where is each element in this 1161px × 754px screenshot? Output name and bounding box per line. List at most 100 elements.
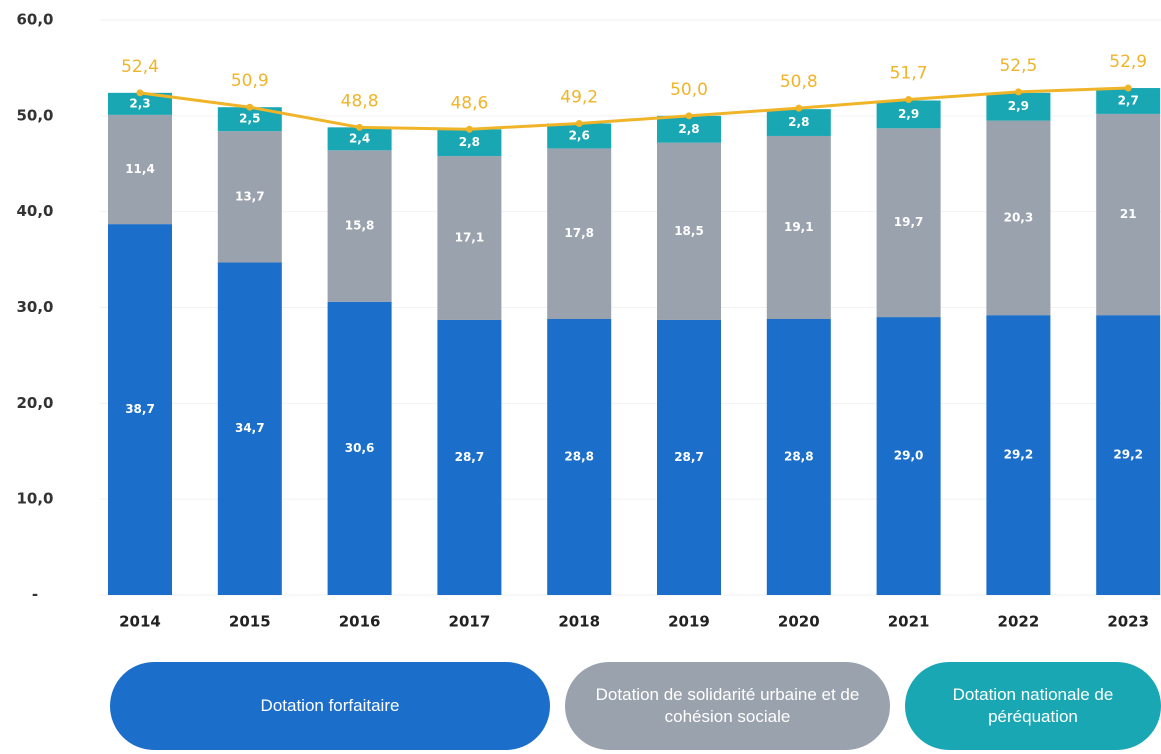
y-tick-label: 10,0: [16, 490, 53, 508]
bar-segment: [766, 135, 831, 319]
bar-segment: [547, 123, 612, 149]
value-label: 29,2: [1004, 448, 1034, 462]
x-tick-label: 2023: [1107, 613, 1149, 631]
x-tick-label: 2019: [668, 613, 710, 631]
total-label: 50,8: [780, 72, 818, 92]
value-label: 29,0: [894, 449, 924, 463]
total-point: [246, 103, 254, 111]
bar-segment: [657, 142, 721, 320]
total-line: [139, 86, 1129, 131]
value-label: 28,7: [674, 450, 704, 464]
value-label: 28,7: [455, 450, 485, 464]
total-label: 52,5: [999, 56, 1037, 76]
value-label: 30,6: [345, 441, 375, 455]
value-label: 2,8: [459, 135, 480, 149]
bar-segment: [1096, 88, 1161, 114]
total-label: 52,4: [121, 57, 159, 77]
bar-segment: [108, 92, 172, 115]
y-tick-label: 30,0: [16, 298, 53, 316]
legend-entry: Dotation de solidarité urbaine et de coh…: [565, 662, 890, 750]
bar-segment: [986, 92, 1051, 121]
total-point: [795, 104, 803, 112]
bar-segment: [876, 100, 941, 129]
total-point: [685, 112, 693, 120]
y-tick-label: 20,0: [16, 394, 53, 412]
total-point: [465, 125, 473, 133]
x-tick-label: 2016: [339, 613, 381, 631]
total-label: 52,9: [1109, 52, 1147, 72]
total-point: [136, 89, 144, 97]
x-tick-label: 2015: [229, 613, 271, 631]
x-tick-label: 2014: [119, 613, 161, 631]
bar-segment: [217, 262, 282, 595]
total-label: 49,2: [560, 88, 598, 108]
total-point: [575, 120, 583, 127]
value-label: 17,1: [455, 231, 485, 245]
total-point: [1014, 88, 1022, 96]
bar-segment: [327, 127, 392, 151]
chart: - 10,0 20,0 30,0 40,0 50,0 60,0 38,7 11,4 2,3 2014…: [16, 11, 1161, 631]
value-label: 2,9: [898, 107, 919, 121]
bar-segment: [437, 319, 502, 595]
bar-segment: [657, 115, 721, 143]
bar-segment: [766, 319, 831, 595]
y-tick-label: -: [32, 586, 38, 604]
bar-segment: [1096, 315, 1161, 595]
bar-segment: [437, 129, 502, 157]
value-label: 13,7: [235, 189, 265, 203]
total-label: 50,0: [670, 80, 708, 100]
value-label: 2,5: [239, 112, 260, 126]
bar-segment: [108, 224, 172, 595]
value-label: 17,8: [564, 226, 594, 240]
bar-segment: [986, 315, 1051, 595]
x-tick-label: 2017: [449, 613, 491, 631]
value-label: 2,6: [569, 128, 590, 142]
bar-segment: [876, 128, 941, 318]
bar-segment: [547, 319, 612, 595]
y-tick-label: 40,0: [16, 202, 53, 220]
total-label: 51,7: [890, 64, 928, 84]
y-tick-label: 60,0: [16, 11, 53, 29]
bar-segment: [217, 107, 282, 132]
bar-segment: [766, 109, 831, 136]
x-tick-label: 2018: [558, 613, 600, 631]
value-label: 19,1: [784, 220, 814, 234]
bar-segment: [327, 150, 392, 302]
bar-segment: [657, 319, 721, 595]
value-label: 2,4: [349, 131, 370, 145]
value-label: 15,8: [345, 219, 375, 233]
value-label: 2,3: [129, 96, 150, 110]
value-label: 28,8: [564, 450, 594, 464]
value-label: 19,7: [894, 215, 924, 229]
total-label: 50,9: [231, 71, 269, 91]
value-label: 18,5: [674, 224, 704, 238]
value-label: 34,7: [235, 421, 265, 435]
legend-entry: Dotation nationale de péréquation: [905, 662, 1161, 750]
bar-segment: [876, 317, 941, 595]
x-tick-label: 2022: [998, 613, 1040, 631]
x-tick-label: 2021: [888, 613, 930, 631]
bar-segment: [437, 156, 502, 320]
value-label: 11,4: [125, 162, 155, 176]
bar-segment: [217, 131, 282, 263]
bar-segment: [108, 114, 172, 225]
value-label: 28,8: [784, 450, 814, 464]
legend-entry: Dotation forfaitaire: [110, 662, 550, 750]
value-label: 2,8: [788, 115, 809, 129]
total-point: [1124, 84, 1132, 92]
bar-segment: [547, 148, 612, 319]
y-tick-label: 50,0: [16, 106, 53, 124]
bar-segment: [1096, 113, 1161, 316]
value-label: 21: [1120, 207, 1137, 221]
value-label: 20,3: [1004, 210, 1034, 224]
x-tick-label: 2020: [778, 613, 820, 631]
value-label: 38,7: [125, 402, 155, 416]
total-point: [356, 123, 364, 131]
value-label: 29,2: [1113, 448, 1143, 462]
value-label: 2,7: [1118, 93, 1139, 107]
bar-segment: [327, 301, 392, 595]
total-label: 48,8: [341, 91, 379, 111]
value-label: 2,9: [1008, 99, 1029, 113]
value-label: 2,8: [678, 122, 699, 136]
